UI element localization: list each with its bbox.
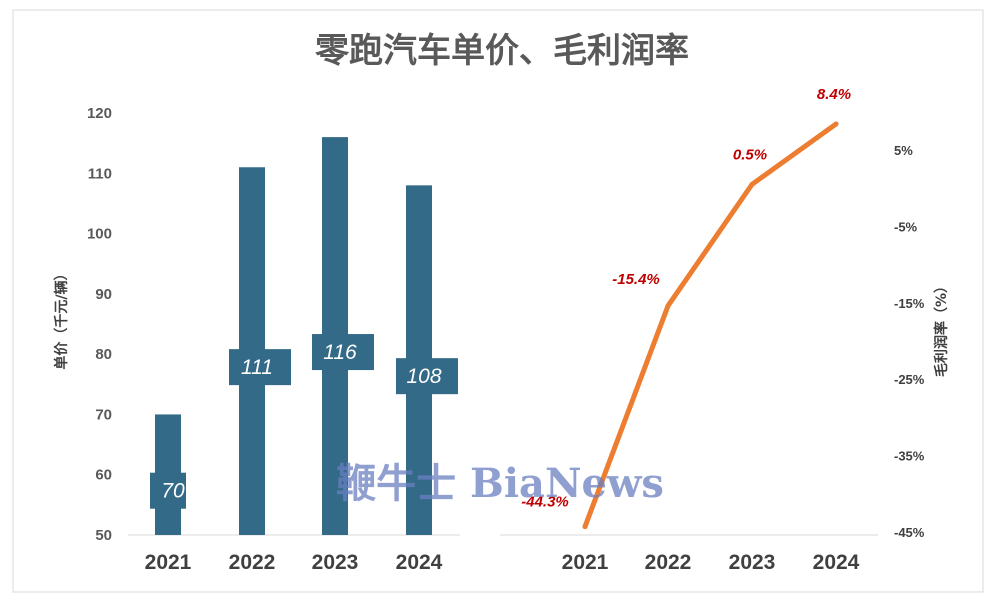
watermark: 鞭牛士 BiaNews: [336, 460, 664, 507]
line-data-label: -44.3%: [521, 494, 569, 511]
line-y-axis-label: 毛利润率（%）: [933, 279, 950, 377]
line-x-tick-label: 2023: [729, 551, 776, 574]
bar-y-tick-label: 80: [95, 346, 112, 363]
line-point: [582, 524, 588, 530]
bar-x-tick-label: 2024: [396, 551, 443, 574]
bar-chart: 50 60 70 80 90 100 110 120 单价（千元/辆） 70 2021 111 2022…: [53, 105, 460, 574]
bar-y-tick-label: 100: [87, 226, 112, 243]
bar-y-tick-label: 90: [95, 286, 112, 303]
line-y-tick-label: -5%: [894, 219, 918, 234]
line-x-tick-label: 2024: [813, 551, 860, 574]
bar-y-tick-label: 50: [95, 527, 112, 544]
bar-y-tick-label: 70: [95, 406, 112, 423]
bar-y-tick-label: 120: [87, 105, 112, 122]
line-data-label: -15.4%: [612, 271, 660, 288]
line-point: [749, 181, 755, 187]
bar-data-label: 111: [241, 356, 273, 379]
line-data-label: 8.4%: [817, 86, 851, 103]
bar-x-tick-label: 2023: [312, 551, 359, 574]
line-series: [582, 121, 839, 530]
bar-data-label: 108: [406, 365, 441, 388]
line-point: [833, 121, 839, 127]
line-y-tick-label: -35%: [894, 449, 925, 464]
line-y-tick-label: -25%: [894, 372, 925, 387]
bar-data-label: 70: [161, 480, 185, 503]
bar-data-label-box: [229, 349, 291, 386]
line-x-tick-label: 2022: [645, 551, 692, 574]
bar-y-tick-label: 60: [95, 467, 112, 484]
bar-x-tick-label: 2021: [145, 551, 192, 574]
line-point: [665, 303, 671, 309]
line-y-tick-label: -15%: [894, 296, 925, 311]
bar-y-axis-label: 单价（千元/辆）: [53, 266, 70, 369]
line-y-tick-label: -45%: [894, 525, 925, 540]
line-x-tick-label: 2021: [562, 551, 609, 574]
bar-data-label-box: [312, 334, 374, 371]
bar-x-tick-label: 2022: [229, 551, 276, 574]
bar-y-tick-label: 110: [88, 165, 112, 182]
line-y-tick-label: 5%: [894, 143, 913, 158]
line-data-label: 0.5%: [733, 146, 767, 163]
bar-data-label-box: [150, 472, 186, 509]
line-chart: 5% -5% -15% -25% -35% -45% 毛利润率（%） -44.3% 2021 -1…: [500, 86, 950, 574]
bar-data-label: 116: [323, 341, 357, 364]
chart-title: 零跑汽车单价、毛利润率: [315, 31, 689, 71]
bar-data-label-box: [396, 358, 458, 395]
